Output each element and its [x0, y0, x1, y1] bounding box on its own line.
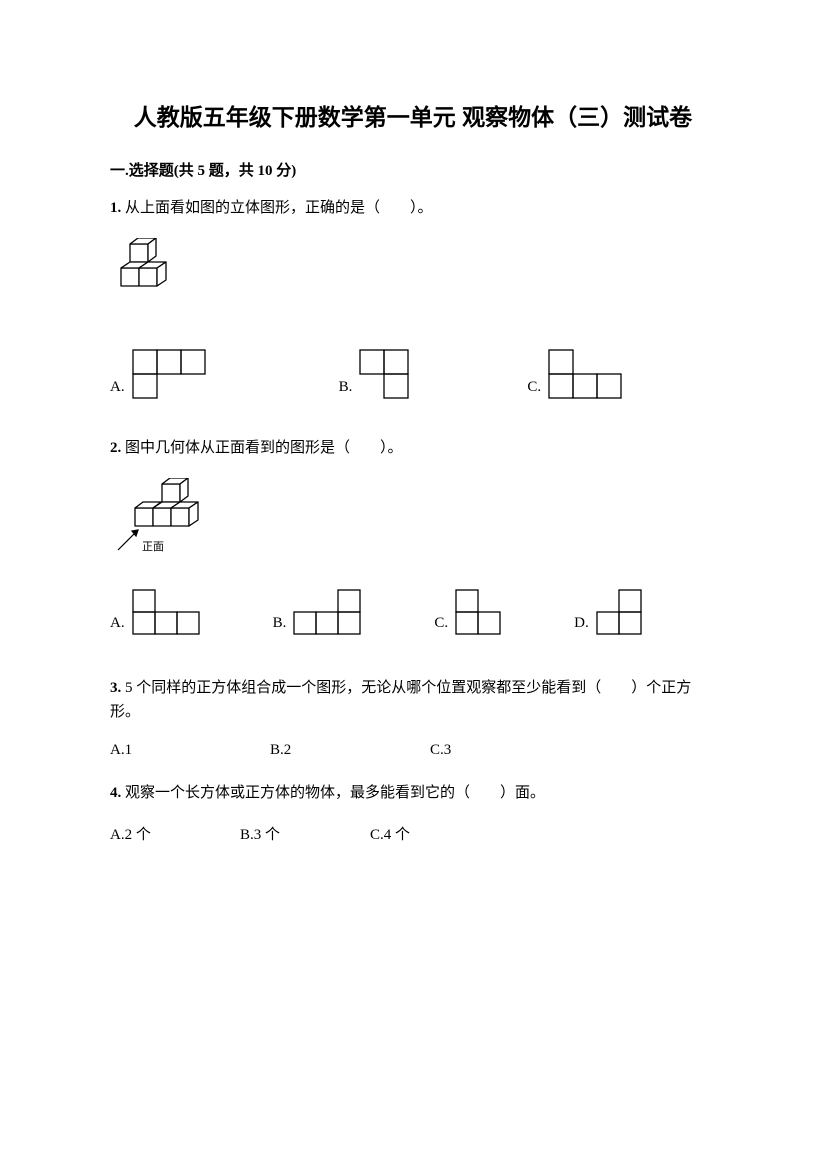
- q2-front-label: 正面: [142, 541, 164, 553]
- question-1: 1. 从上面看如图的立体图形，正确的是（ ）。: [110, 196, 716, 220]
- q1-options: A. B. C.: [110, 348, 716, 400]
- q3-options: A.1 B.2 C.3: [110, 742, 716, 759]
- q1-b-icon: [358, 348, 412, 400]
- q1-option-a: A.: [110, 348, 209, 400]
- q3-option-c: C.3: [430, 742, 451, 759]
- q4-text: 观察一个长方体或正方体的物体，最多能看到它的（ ）面。: [125, 785, 545, 801]
- q1-b-label: B.: [339, 379, 353, 400]
- q1-a-label: A.: [110, 379, 125, 400]
- q2-d-icon: [595, 588, 645, 636]
- question-4: 4. 观察一个长方体或正方体的物体，最多能看到它的（ ）面。: [110, 781, 716, 805]
- q2-b-icon: [292, 588, 364, 636]
- q2-option-c: C.: [434, 588, 504, 636]
- q3-number: 3.: [110, 680, 121, 696]
- q2-d-label: D.: [574, 615, 589, 636]
- q2-3d-icon: 正面: [110, 478, 220, 558]
- q1-option-c: C.: [527, 348, 625, 400]
- q1-c-label: C.: [527, 379, 541, 400]
- q2-option-a: A.: [110, 588, 203, 636]
- q4-option-b: B.3 个: [240, 823, 370, 844]
- q1-a-icon: [131, 348, 209, 400]
- question-2: 2. 图中几何体从正面看到的图形是（ ）。: [110, 436, 716, 460]
- q3-text: 5 个同样的正方体组合成一个图形，无论从哪个位置观察都至少能看到（ ）个正方形。: [110, 680, 691, 720]
- q2-option-b: B.: [273, 588, 365, 636]
- q2-c-icon: [454, 588, 504, 636]
- q1-number: 1.: [110, 200, 121, 216]
- q2-figure: 正面: [110, 478, 716, 558]
- q2-c-label: C.: [434, 615, 448, 636]
- q2-option-d: D.: [574, 588, 645, 636]
- question-3: 3. 5 个同样的正方体组合成一个图形，无论从哪个位置观察都至少能看到（ ）个正…: [110, 676, 716, 724]
- q1-text: 从上面看如图的立体图形，正确的是（ ）。: [125, 200, 433, 216]
- exam-title: 人教版五年级下册数学第一单元 观察物体（三）测试卷: [110, 100, 716, 135]
- q1-3d-icon: [110, 238, 190, 298]
- q2-text: 图中几何体从正面看到的图形是（ ）。: [125, 440, 403, 456]
- q2-options: A. B. C.: [110, 588, 716, 636]
- q1-option-b: B.: [339, 348, 413, 400]
- q3-option-a: A.1: [110, 742, 270, 759]
- q4-option-a: A.2 个: [110, 823, 240, 844]
- q2-number: 2.: [110, 440, 121, 456]
- page: 人教版五年级下册数学第一单元 观察物体（三）测试卷 一.选择题(共 5 题，共 …: [0, 0, 826, 926]
- q2-b-label: B.: [273, 615, 287, 636]
- q4-options: A.2 个 B.3 个 C.4 个: [110, 823, 716, 844]
- q2-a-label: A.: [110, 615, 125, 636]
- q3-option-b: B.2: [270, 742, 430, 759]
- q2-a-icon: [131, 588, 203, 636]
- q1-c-icon: [547, 348, 625, 400]
- q4-option-c: C.4 个: [370, 823, 410, 844]
- q4-number: 4.: [110, 785, 121, 801]
- section-1-header: 一.选择题(共 5 题，共 10 分): [110, 159, 716, 180]
- q1-figure: [110, 238, 716, 298]
